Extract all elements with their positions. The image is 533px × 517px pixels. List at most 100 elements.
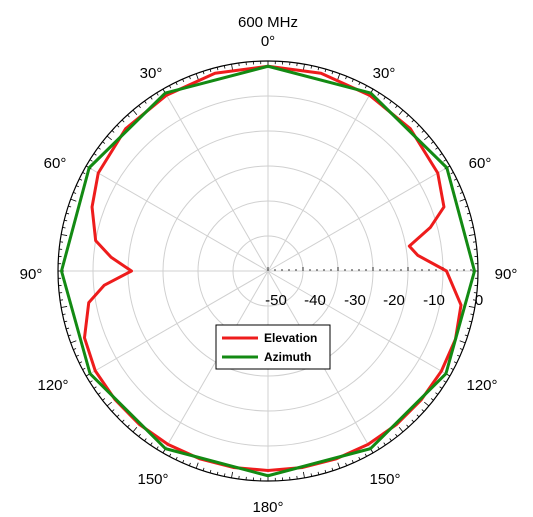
outer-ring-tick	[398, 427, 404, 433]
outer-ring-tick	[169, 453, 172, 457]
outer-ring-tick	[97, 392, 101, 395]
outer-ring-tick	[231, 471, 233, 478]
outer-ring-tick	[324, 469, 327, 473]
outer-ring-tick	[106, 401, 112, 407]
angle-label-180: 180°	[252, 499, 283, 516]
outer-ring-tick	[459, 198, 466, 202]
outer-ring-tick	[337, 462, 341, 469]
outer-ring-tick	[310, 473, 313, 477]
outer-ring-tick	[93, 153, 97, 156]
outer-ring-tick	[439, 153, 443, 156]
outer-ring-tick	[202, 467, 205, 471]
outer-ring-tick	[377, 446, 380, 450]
radial-tick-label: 0	[475, 292, 483, 309]
outer-ring-tick	[106, 135, 112, 141]
outer-ring-tick	[61, 306, 68, 308]
angle-label-60-left: 60°	[44, 155, 67, 172]
outer-ring-tick	[73, 348, 77, 351]
angle-label-90-left: 90°	[20, 266, 43, 283]
outer-ring-tick	[351, 459, 354, 464]
outer-ring-tick	[195, 73, 199, 80]
outer-ring-tick	[424, 135, 430, 141]
outer-ring-tick	[89, 380, 93, 383]
grid-spoke	[85, 165, 269, 272]
outer-ring-tick	[450, 172, 454, 175]
chart-title: 600 MHz	[238, 14, 298, 31]
outer-ring-tick	[310, 65, 313, 69]
outer-ring-tick	[144, 438, 147, 442]
outer-ring-tick	[389, 438, 392, 442]
angle-label-120-right: 120°	[466, 377, 497, 394]
outer-ring-tick	[188, 462, 191, 466]
outer-ring-tick	[358, 456, 361, 460]
outer-ring-tick	[216, 67, 219, 71]
outer-ring-tick	[459, 348, 463, 351]
outer-ring-tick	[70, 198, 77, 202]
outer-ring-tick	[156, 92, 159, 96]
outer-ring-tick	[127, 424, 130, 428]
angle-label-120-left: 120°	[37, 377, 68, 394]
outer-ring-tick	[470, 313, 474, 316]
outer-ring-tick	[435, 147, 439, 150]
outer-ring-tick	[231, 64, 233, 71]
outer-ring-tick	[416, 414, 420, 418]
outer-ring-tick	[121, 119, 125, 123]
outer-ring-tick	[64, 219, 68, 222]
outer-ring-tick	[70, 340, 77, 344]
outer-ring-tick	[421, 409, 425, 412]
outer-ring-tick	[121, 419, 125, 423]
outer-ring-tick	[358, 82, 361, 86]
outer-ring-tick	[79, 178, 83, 181]
outer-ring-tick	[61, 234, 68, 236]
outer-ring-tick	[453, 361, 457, 364]
outer-ring-tick	[89, 159, 93, 162]
outer-ring-tick	[468, 306, 475, 308]
outer-ring-tick	[389, 100, 392, 104]
outer-ring-tick	[73, 191, 77, 194]
outer-ring-tick	[416, 124, 420, 128]
outer-ring-tick	[466, 327, 470, 330]
outer-ring-tick	[216, 471, 219, 475]
outer-ring-tick	[82, 367, 86, 370]
outer-ring-tick	[383, 442, 386, 446]
outer-ring-tick	[116, 414, 120, 418]
outer-ring-tick	[102, 398, 106, 401]
radial-tick-label: -50	[265, 292, 287, 309]
outer-ring-tick	[62, 313, 66, 316]
outer-ring-tick	[443, 159, 447, 162]
angle-label-30-right: 30°	[373, 65, 396, 82]
grid-spoke	[162, 88, 269, 272]
outer-ring-tick	[424, 401, 430, 407]
outer-ring-tick	[464, 334, 468, 337]
grid-spoke	[267, 165, 451, 272]
outer-ring-tick	[395, 105, 398, 109]
outer-ring-tick	[127, 114, 130, 118]
outer-ring-tick	[223, 473, 226, 477]
outer-ring-tick	[464, 205, 468, 208]
radial-tick-label: -30	[344, 292, 366, 309]
outer-ring-tick	[383, 96, 386, 100]
outer-ring-tick	[66, 327, 70, 330]
outer-ring-tick	[102, 141, 106, 144]
radial-tick-label: -40	[304, 292, 326, 309]
outer-ring-tick	[430, 141, 434, 144]
grid-spoke	[267, 88, 374, 272]
outer-ring-tick	[182, 78, 185, 83]
outer-ring-tick	[456, 354, 461, 357]
outer-ring-tick	[364, 85, 367, 89]
outer-ring-tick	[317, 67, 320, 71]
outer-ring-tick	[364, 453, 367, 457]
outer-ring-tick	[377, 92, 380, 96]
outer-ring-tick	[331, 71, 334, 75]
grid-spoke	[267, 270, 451, 377]
outer-ring-tick	[138, 433, 141, 437]
outer-ring-tick	[68, 205, 72, 208]
outer-ring-tick	[411, 419, 415, 423]
outer-ring-tick	[195, 462, 199, 469]
outer-ring-tick	[435, 392, 439, 395]
outer-ring-tick	[456, 185, 461, 188]
outer-ring-tick	[345, 76, 348, 80]
outer-ring-tick	[75, 185, 80, 188]
outer-ring-tick	[468, 219, 472, 222]
